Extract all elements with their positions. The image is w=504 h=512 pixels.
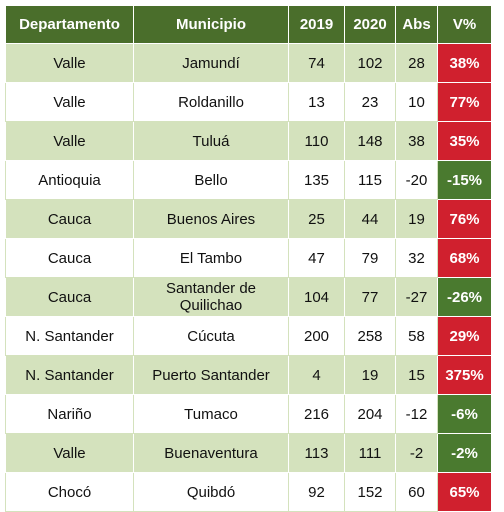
cell-departamento: N. Santander xyxy=(5,355,134,395)
cell-2020: 19 xyxy=(344,355,396,395)
cell-abs: -2 xyxy=(395,433,438,473)
cell-2019: 200 xyxy=(288,316,345,356)
cell-departamento: Cauca xyxy=(5,238,134,278)
cell-2019: 135 xyxy=(288,160,345,200)
cell-variation-pct: 77% xyxy=(437,82,492,122)
cell-variation-pct: 76% xyxy=(437,199,492,239)
cell-abs: 19 xyxy=(395,199,438,239)
table-row: N. Santander Cúcuta 200 258 58 29% xyxy=(5,316,492,356)
cell-variation-pct: -2% xyxy=(437,433,492,473)
header-municipio: Municipio xyxy=(133,5,289,44)
cell-2019: 113 xyxy=(288,433,345,473)
cell-variation-pct: 375% xyxy=(437,355,492,395)
table-row: Antioquia Bello 135 115 -20 -15% xyxy=(5,160,492,200)
cell-2019: 92 xyxy=(288,472,345,512)
table-row: N. Santander Puerto Santander 4 19 15 375% xyxy=(5,355,492,395)
header-departamento: Departamento xyxy=(5,5,134,44)
cell-municipio: Buenos Aires xyxy=(133,199,289,239)
table-row: Valle Roldanillo 13 23 10 77% xyxy=(5,82,492,122)
cell-departamento: N. Santander xyxy=(5,316,134,356)
table-row: Valle Tuluá 110 148 38 35% xyxy=(5,121,492,161)
cell-2020: 77 xyxy=(344,277,396,317)
cell-2019: 74 xyxy=(288,43,345,83)
cell-municipio: Bello xyxy=(133,160,289,200)
cell-departamento: Cauca xyxy=(5,277,134,317)
cell-2020: 23 xyxy=(344,82,396,122)
cell-variation-pct: 29% xyxy=(437,316,492,356)
cell-variation-pct: 38% xyxy=(437,43,492,83)
table-row: Chocó Quibdó 92 152 60 65% xyxy=(5,472,492,512)
header-2019: 2019 xyxy=(288,5,345,44)
cell-variation-pct: 35% xyxy=(437,121,492,161)
cell-2019: 110 xyxy=(288,121,345,161)
cell-departamento: Antioquia xyxy=(5,160,134,200)
cell-municipio: Santander de Quilichao xyxy=(133,277,289,317)
cell-2020: 44 xyxy=(344,199,396,239)
table-row: Cauca Buenos Aires 25 44 19 76% xyxy=(5,199,492,239)
cell-municipio: Roldanillo xyxy=(133,82,289,122)
cell-municipio: Cúcuta xyxy=(133,316,289,356)
table-row: Cauca El Tambo 47 79 32 68% xyxy=(5,238,492,278)
cell-variation-pct: -6% xyxy=(437,394,492,434)
header-abs: Abs xyxy=(395,5,438,44)
cell-abs: 32 xyxy=(395,238,438,278)
cell-2019: 216 xyxy=(288,394,345,434)
cell-departamento: Cauca xyxy=(5,199,134,239)
cell-2020: 148 xyxy=(344,121,396,161)
cell-municipio: Jamundí xyxy=(133,43,289,83)
cell-2020: 79 xyxy=(344,238,396,278)
cell-abs: 60 xyxy=(395,472,438,512)
cell-abs: 58 xyxy=(395,316,438,356)
cell-variation-pct: 68% xyxy=(437,238,492,278)
cell-departamento: Nariño xyxy=(5,394,134,434)
cell-departamento: Valle xyxy=(5,82,134,122)
cell-2020: 258 xyxy=(344,316,396,356)
cell-departamento: Chocó xyxy=(5,472,134,512)
cell-2019: 13 xyxy=(288,82,345,122)
table-row: Valle Buenaventura 113 111 -2 -2% xyxy=(5,433,492,473)
table-row: Valle Jamundí 74 102 28 38% xyxy=(5,43,492,83)
header-row: Departamento Municipio 2019 2020 Abs V% xyxy=(5,5,492,44)
cell-abs: 28 xyxy=(395,43,438,83)
cell-municipio: Tumaco xyxy=(133,394,289,434)
cell-2019: 47 xyxy=(288,238,345,278)
cell-abs: -27 xyxy=(395,277,438,317)
cell-2020: 111 xyxy=(344,433,396,473)
cell-departamento: Valle xyxy=(5,43,134,83)
cell-abs: 10 xyxy=(395,82,438,122)
table-row: Cauca Santander de Quilichao 104 77 -27 -26% xyxy=(5,277,492,317)
cell-variation-pct: 65% xyxy=(437,472,492,512)
cell-2020: 115 xyxy=(344,160,396,200)
cell-2019: 104 xyxy=(288,277,345,317)
cell-2020: 204 xyxy=(344,394,396,434)
cell-abs: -20 xyxy=(395,160,438,200)
cell-abs: 38 xyxy=(395,121,438,161)
header-2020: 2020 xyxy=(344,5,396,44)
cell-municipio: Quibdó xyxy=(133,472,289,512)
cell-municipio: Puerto Santander xyxy=(133,355,289,395)
cell-2019: 25 xyxy=(288,199,345,239)
cell-departamento: Valle xyxy=(5,121,134,161)
cell-municipio: Buenaventura xyxy=(133,433,289,473)
cell-departamento: Valle xyxy=(5,433,134,473)
cell-municipio: El Tambo xyxy=(133,238,289,278)
cell-variation-pct: -26% xyxy=(437,277,492,317)
cell-2020: 102 xyxy=(344,43,396,83)
table-row: Nariño Tumaco 216 204 -12 -6% xyxy=(5,394,492,434)
cell-municipio: Tuluá xyxy=(133,121,289,161)
cell-variation-pct: -15% xyxy=(437,160,492,200)
cell-abs: -12 xyxy=(395,394,438,434)
header-variation-pct: V% xyxy=(437,5,492,44)
cell-abs: 15 xyxy=(395,355,438,395)
homicides-table: Departamento Municipio 2019 2020 Abs V% … xyxy=(5,5,492,512)
cell-2019: 4 xyxy=(288,355,345,395)
table-body: Valle Jamundí 74 102 28 38% Valle Roldanillo 13 2… xyxy=(5,43,492,512)
cell-2020: 152 xyxy=(344,472,396,512)
